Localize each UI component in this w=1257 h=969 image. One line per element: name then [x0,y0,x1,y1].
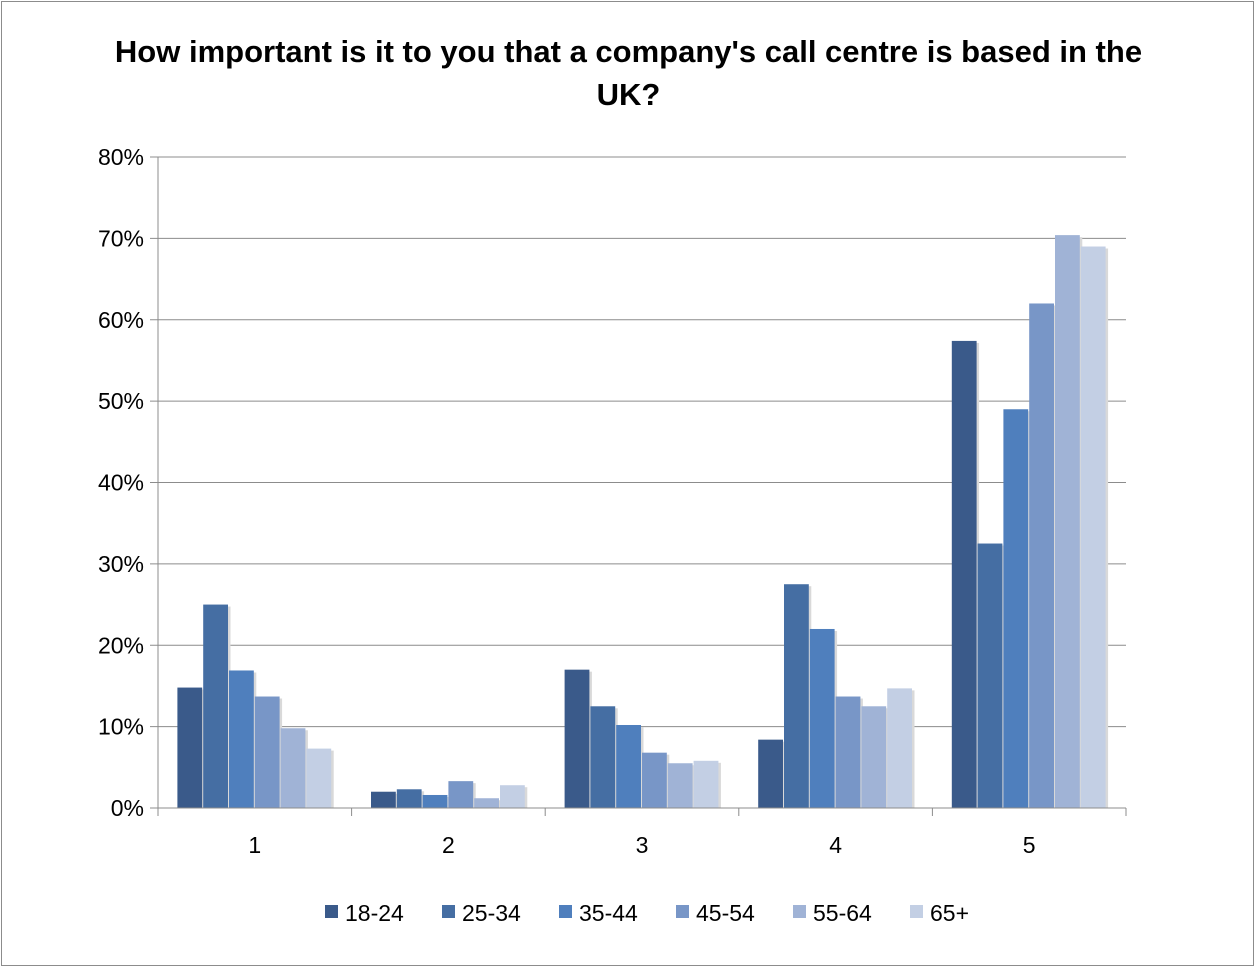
bar [500,785,525,808]
bar [1003,409,1029,808]
y-tick-label: 40% [98,470,144,496]
legend-label: 18-24 [345,900,404,926]
y-tick-label: 30% [98,551,144,577]
bar [616,724,641,808]
y-tick-label: 80% [98,144,144,170]
bar [667,763,693,808]
bar [177,687,203,808]
y-tick-label: 20% [98,632,144,658]
bar [1080,246,1106,808]
y-tick-label: 50% [98,388,144,414]
x-axis-ticks: 1 2 3 4 5 [157,808,1127,858]
bar [758,739,783,808]
axes [157,157,1126,809]
x-tick-label: 5 [1023,832,1036,858]
legend-swatch [793,905,806,918]
bar [371,791,396,808]
bar [590,706,616,808]
bar [977,543,1003,808]
legend-swatch [325,905,338,918]
bar [422,794,448,808]
bars [177,235,1109,808]
chart-title: How important is it to you that a compan… [114,34,1143,112]
legend-label: 35-44 [579,900,638,926]
bar [835,696,861,808]
legend-label: 25-34 [462,900,521,926]
legend-label: 45-54 [696,900,755,926]
x-tick-label: 2 [442,832,455,858]
bar [809,628,835,808]
legend-swatch [442,905,455,918]
bar [693,760,719,808]
bar [861,706,887,808]
y-tick-label: 70% [98,225,144,251]
y-tick-label: 10% [98,714,144,740]
legend-swatch [910,905,923,918]
bar [474,798,499,808]
bar [229,670,254,808]
x-tick-label: 4 [829,832,842,858]
legend-label: 65+ [930,900,969,926]
legend-swatch [676,905,689,918]
bar [784,584,809,808]
legend: 18-24 25-34 35-44 45-54 55-64 65+ [325,900,969,926]
bar [887,688,912,808]
legend-swatch [559,905,572,918]
bar [951,340,977,808]
bar [280,728,306,808]
bar [396,789,422,808]
bar [642,752,667,808]
y-tick-label: 60% [98,307,144,333]
y-axis-ticks: 0% 10% 20% 30% 40% 50% 60% 70% 80% [98,144,158,821]
x-tick-label: 1 [248,832,261,858]
y-tick-label: 0% [111,795,144,821]
bar [448,781,474,808]
bar [203,604,228,808]
bar [306,748,332,808]
bar [254,696,280,808]
bar [1029,303,1054,808]
bar [564,669,590,808]
x-tick-label: 3 [636,832,649,858]
legend-label: 55-64 [813,900,872,926]
bar [1055,235,1080,808]
